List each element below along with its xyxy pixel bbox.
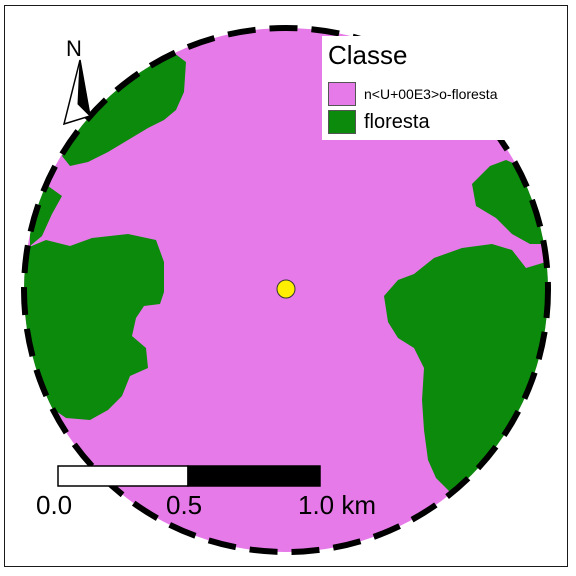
legend: Classe n<U+00E3>o-floresta floresta: [322, 36, 526, 140]
scale-bar: [57, 465, 321, 487]
scale-bar-segment-1: [57, 465, 189, 487]
scale-bar-segment-2: [187, 465, 321, 487]
north-label: N: [66, 36, 82, 61]
buffer-outline: [21, 25, 551, 555]
north-arrow-icon: [62, 59, 91, 126]
legend-label-non-forest: n<U+00E3>o-floresta: [364, 86, 498, 102]
scale-label-1: 0.5: [166, 490, 203, 520]
legend-swatch-non-forest: [328, 82, 356, 106]
scale-label-0: 0.0: [36, 490, 73, 520]
forest-patch-west: [24, 234, 164, 420]
legend-item-non-forest: n<U+00E3>o-floresta: [328, 80, 497, 108]
legend-label-forest: floresta: [364, 110, 430, 133]
study-point: [276, 279, 296, 299]
legend-item-forest: floresta: [328, 108, 430, 136]
scale-label-2: 1.0 km: [298, 490, 377, 520]
legend-swatch-forest: [328, 110, 356, 134]
forest-patch-northwest: [60, 50, 186, 166]
legend-title: Classe: [328, 40, 408, 70]
